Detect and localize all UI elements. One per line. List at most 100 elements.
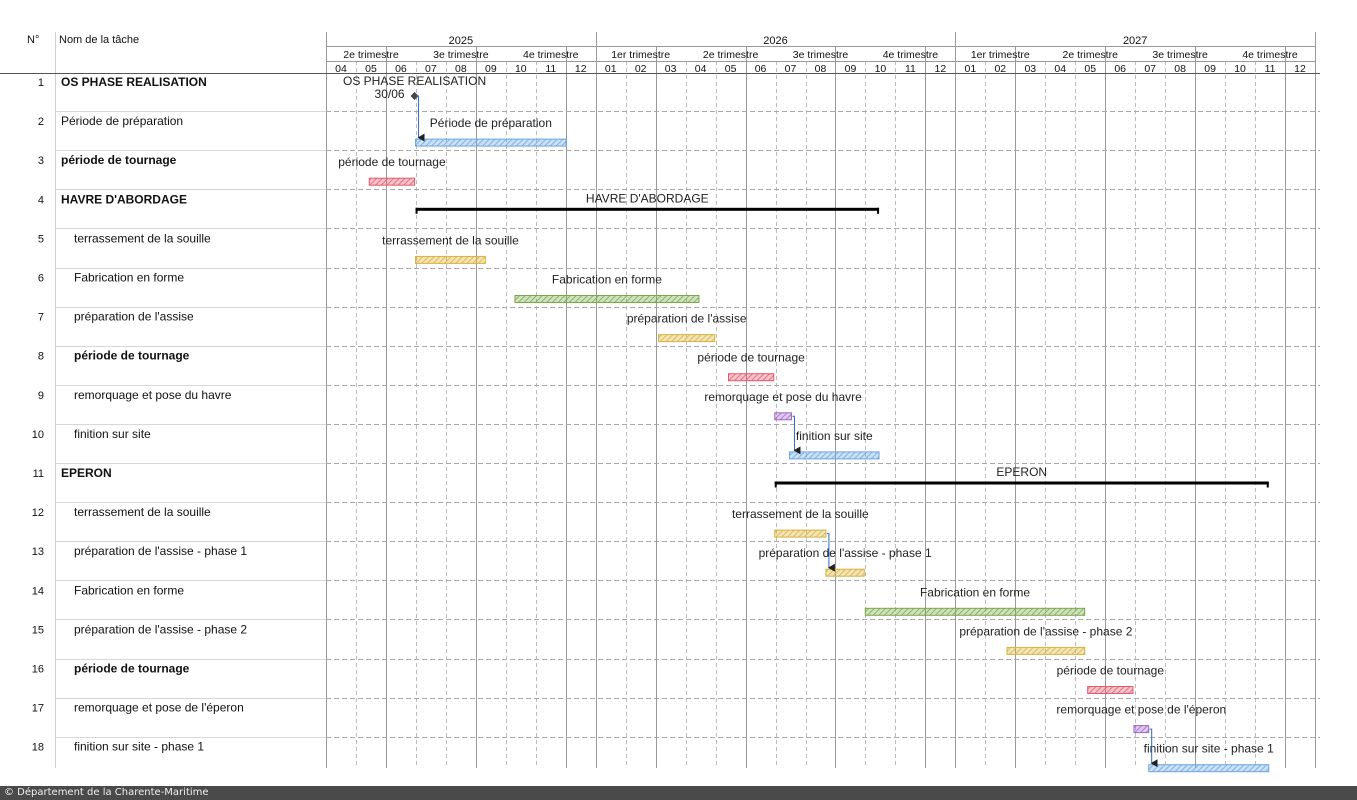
summary-bar-cap [877, 207, 880, 214]
column-header-name: Nom de la tâche [59, 34, 139, 46]
task-bar [1148, 764, 1270, 773]
task-bar-label: période de tournage [1057, 664, 1165, 678]
month-label: 09 [845, 63, 857, 75]
year-label: 2025 [449, 35, 473, 47]
task-name: remorquage et pose du havre [74, 388, 232, 402]
month-label: 01 [965, 63, 977, 75]
task-id: 18 [32, 742, 44, 754]
summary-bar-cap [774, 481, 777, 488]
task-id: 4 [38, 194, 44, 206]
task-bar [825, 568, 865, 577]
month-label: 10 [1234, 63, 1246, 75]
task-name: préparation de l'assise [74, 310, 194, 324]
dependency-arrow [792, 415, 801, 455]
milestone-date: 30/06 [375, 87, 405, 101]
month-label: 06 [395, 63, 407, 75]
month-label: 09 [485, 63, 497, 75]
dependency-arrow [1149, 728, 1158, 768]
quarter-label: 2e trimestre [1063, 49, 1119, 61]
quarter-label: 3e trimestre [793, 49, 849, 61]
task-bar [415, 255, 486, 264]
month-label: 11 [905, 63, 916, 75]
task-name: terrassement de la souille [74, 231, 211, 245]
month-label: 05 [1084, 63, 1096, 75]
task-bar [774, 412, 792, 421]
task-name: EPERON [61, 466, 112, 480]
month-label: 12 [575, 63, 587, 75]
task-id: 8 [38, 351, 44, 363]
task-bar-label: Fabrication en forme [552, 273, 662, 287]
task-id: 3 [38, 155, 44, 167]
task-bar-label: préparation de l'assise [627, 312, 747, 326]
month-label: 10 [875, 63, 887, 75]
quarter-label: 3e trimestre [1152, 49, 1208, 61]
task-bar-label: préparation de l'assise - phase 1 [759, 546, 932, 560]
month-label: 03 [665, 63, 677, 75]
task-bar-label: terrassement de la souille [382, 233, 519, 247]
task-bar-label: remorquage et pose du havre [704, 390, 862, 404]
month-label: 12 [935, 63, 947, 75]
task-name: Fabrication en forme [74, 583, 184, 597]
month-label: 05 [365, 63, 377, 75]
task-name: finition sur site [74, 427, 151, 441]
month-label: 04 [1054, 63, 1066, 75]
task-id: 13 [32, 546, 44, 558]
task-name: période de tournage [74, 662, 190, 676]
month-label: 07 [425, 63, 437, 75]
month-label: 06 [1114, 63, 1126, 75]
month-label: 11 [545, 63, 556, 75]
task-id: 15 [32, 624, 44, 636]
task-name: Fabrication en forme [74, 271, 184, 285]
task-bar-label: terrassement de la souille [732, 507, 869, 521]
task-id: 5 [38, 233, 44, 245]
task-bar [368, 177, 416, 186]
quarter-label: 2e trimestre [343, 49, 399, 61]
milestone-marker [410, 92, 419, 100]
month-label: 04 [335, 63, 347, 75]
month-label: 04 [695, 63, 707, 75]
summary-bar [415, 207, 880, 211]
month-label: 02 [994, 63, 1006, 75]
quarter-label: 2e trimestre [703, 49, 759, 61]
task-id: 11 [33, 468, 44, 480]
summary-bar-cap [1266, 481, 1269, 488]
quarter-label: 1er trimestre [971, 49, 1030, 61]
quarter-label: 3e trimestre [433, 49, 489, 61]
task-id: 6 [38, 273, 44, 285]
task-name: période de tournage [74, 349, 190, 363]
month-label: 07 [1144, 63, 1156, 75]
task-name: période de tournage [61, 153, 177, 167]
task-name: terrassement de la souille [74, 505, 211, 519]
quarter-label: 1er trimestre [611, 49, 670, 61]
month-label: 02 [635, 63, 647, 75]
task-bar [1133, 725, 1150, 734]
year-label: 2026 [763, 35, 787, 47]
column-header-id: N° [27, 34, 39, 46]
milestone-label: OS PHASE REALISATION [343, 74, 486, 88]
task-id: 7 [38, 312, 44, 324]
month-label: 12 [1294, 63, 1306, 75]
summary-bar-cap [415, 207, 418, 214]
month-label: 01 [605, 63, 617, 75]
task-name: préparation de l'assise - phase 2 [74, 622, 247, 636]
task-bar-label: finition sur site - phase 1 [1144, 742, 1274, 756]
task-name: remorquage et pose de l'éperon [74, 701, 244, 715]
task-id: 1 [38, 77, 44, 89]
quarter-label: 4e trimestre [523, 49, 579, 61]
task-bar [789, 451, 880, 460]
task-name: HAVRE D'ABORDAGE [61, 192, 187, 206]
task-id: 9 [38, 390, 44, 402]
task-bar [1006, 646, 1086, 655]
task-id: 2 [38, 116, 44, 128]
month-label: 07 [785, 63, 797, 75]
timeline-header: 2025 2026 2027 2e trimestre 3e trimestre 4e t… [335, 35, 1306, 75]
quarter-label: 4e trimestre [883, 49, 939, 61]
task-bar-label: remorquage et pose de l'éperon [1056, 703, 1226, 717]
month-label: 10 [515, 63, 527, 75]
task-name: OS PHASE REALISATION [61, 75, 207, 89]
year-label: 2027 [1123, 35, 1147, 47]
task-bar [658, 334, 716, 343]
month-label: 06 [755, 63, 767, 75]
task-bar [1087, 686, 1134, 694]
task-bar [415, 138, 567, 147]
